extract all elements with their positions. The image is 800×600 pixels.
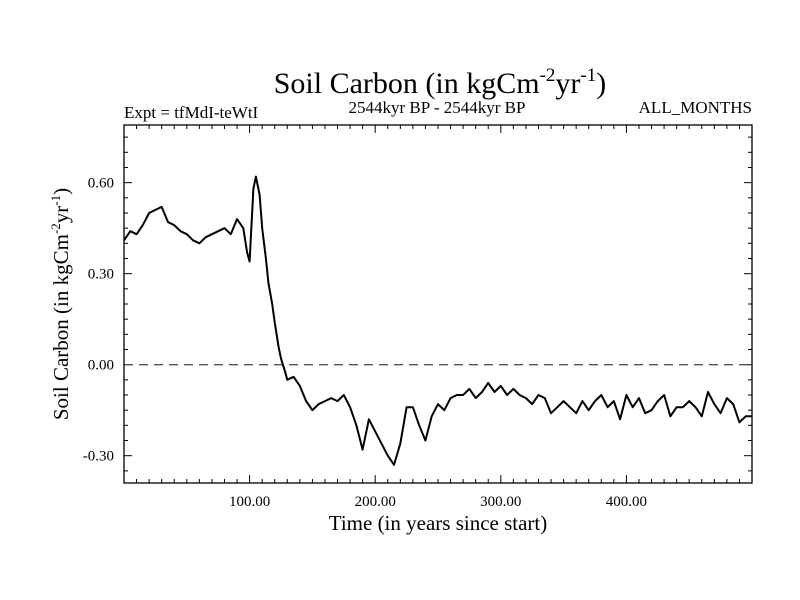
y-axis-label: Soil Carbon (in kgCm-2yr-1) xyxy=(48,188,73,420)
title-superscript-1: -2 xyxy=(540,65,556,86)
y-tick-label: 0.60 xyxy=(88,176,114,192)
x-tick-labels: 100.00 200.00 300.00 400.00 xyxy=(229,494,647,510)
title-superscript-2: -1 xyxy=(580,65,596,86)
tick-marks xyxy=(124,125,752,483)
chart-title: Soil Carbon (in kgCm-2yr-1) xyxy=(274,65,607,100)
y-tick-label: 0.00 xyxy=(88,358,114,374)
x-axis-label: Time (in years since start) xyxy=(329,511,548,535)
x-tick-label: 400.00 xyxy=(606,494,647,510)
subtitle-experiment: Expt = tfMdI-teWtI xyxy=(124,103,259,122)
x-tick-label: 100.00 xyxy=(229,494,270,510)
ylabel-superscript-1: -2 xyxy=(48,223,63,234)
soil-carbon-series-line xyxy=(123,175,752,466)
x-tick-label: 200.00 xyxy=(355,494,396,510)
ylabel-main: Soil Carbon (in kgCm xyxy=(49,234,73,420)
title-end: ) xyxy=(596,67,606,100)
ylabel-end: ) xyxy=(49,188,73,195)
subtitle-period: 2544kyr BP - 2544kyr BP xyxy=(349,98,526,117)
ylabel-mid: yr xyxy=(49,206,73,224)
ylabel-superscript-2: -1 xyxy=(48,195,63,206)
y-tick-labels: -0.30 0.00 0.30 0.60 xyxy=(83,176,114,465)
x-tick-label: 300.00 xyxy=(480,494,521,510)
y-tick-label: -0.30 xyxy=(83,449,114,465)
plot-area-frame xyxy=(123,124,753,484)
subtitle-months: ALL_MONTHS xyxy=(639,98,752,117)
title-mid: yr xyxy=(555,67,580,100)
title-main: Soil Carbon (in kgCm xyxy=(274,67,540,100)
y-tick-label: 0.30 xyxy=(88,267,114,283)
